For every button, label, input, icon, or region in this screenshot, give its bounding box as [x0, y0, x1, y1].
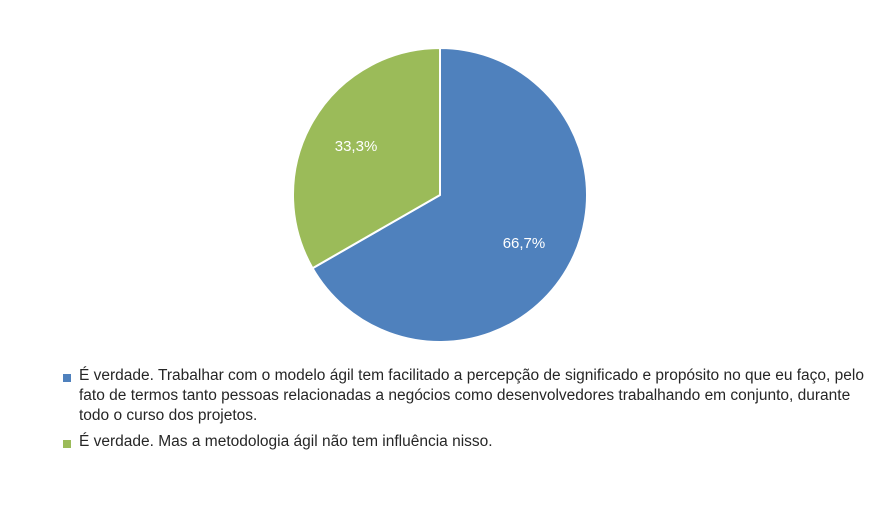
legend-item-2: É verdade. Mas a metodologia ágil não te…: [63, 432, 875, 452]
pie-plot-area: 66,7% 33,3%: [292, 47, 588, 343]
legend-label-2: É verdade. Mas a metodologia ágil não te…: [79, 433, 493, 450]
pie-slice-1: [311, 47, 588, 343]
slice-data-label-2: 33,3%: [335, 138, 378, 155]
legend-label-1: É verdade. Trabalhar com o modelo ágil t…: [79, 367, 864, 424]
legend-swatch-2: [63, 440, 71, 448]
legend-item-1: É verdade. Trabalhar com o modelo ágil t…: [63, 366, 875, 426]
chart-legend: É verdade. Trabalhar com o modelo ágil t…: [63, 366, 875, 458]
slice-data-label-1: 66,7%: [503, 235, 546, 252]
legend-swatch-1: [63, 374, 71, 382]
pie-slice-2: [292, 47, 441, 270]
